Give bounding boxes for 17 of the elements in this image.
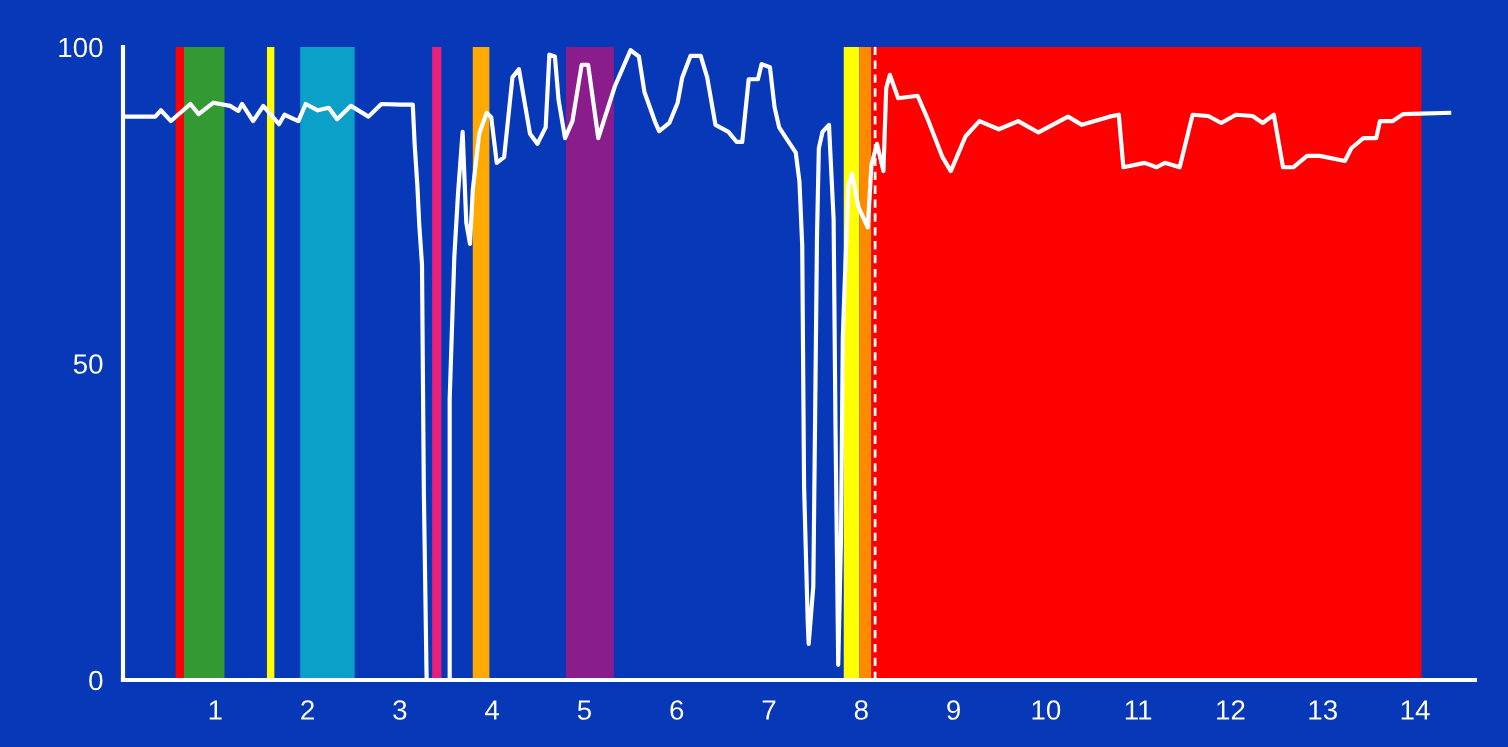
y-tick-label: 50 xyxy=(73,354,103,374)
y-tick-label: 100 xyxy=(59,37,103,58)
x-tick-label: 10 xyxy=(1032,700,1061,720)
y-tick-label: 0 xyxy=(89,670,103,691)
x-tick-label: 1 xyxy=(209,700,222,720)
x-tick-label: 5 xyxy=(577,700,591,720)
x-tick-label: 11 xyxy=(1125,700,1152,720)
x-tick-label: 6 xyxy=(670,700,684,720)
x-tick-label: 4 xyxy=(485,700,500,720)
x-tick-label: 3 xyxy=(393,700,407,720)
x-tick-label: 2 xyxy=(301,700,314,720)
x-tick-label: 7 xyxy=(762,700,776,720)
x-tick-label: 9 xyxy=(947,700,960,720)
x-tick-label: 13 xyxy=(1309,700,1337,720)
x-tick-label: 12 xyxy=(1217,700,1245,720)
x-tick-label: 14 xyxy=(1401,700,1430,720)
x-tick-label: 8 xyxy=(854,700,868,720)
